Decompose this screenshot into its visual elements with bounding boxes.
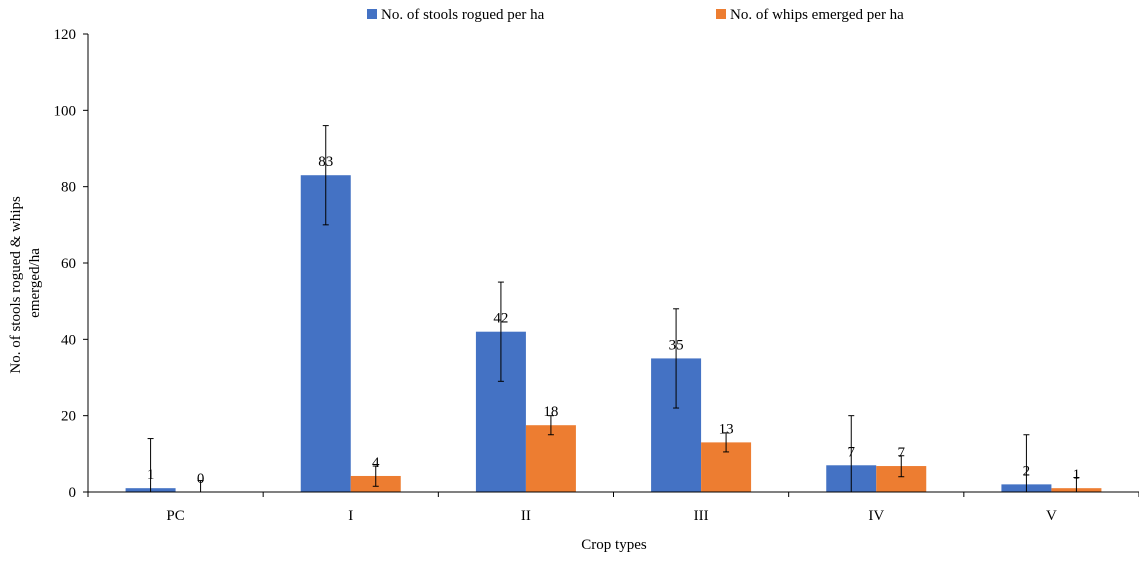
y-tick-label: 40 xyxy=(61,332,76,348)
legend-swatch-whips xyxy=(716,9,726,19)
data-label: 42 xyxy=(493,311,508,327)
data-label: 83 xyxy=(318,154,333,170)
data-label: 0 xyxy=(197,471,205,487)
data-label: 13 xyxy=(719,421,734,437)
data-labels: 1 83 42 35 7 2 0 4 18 13 7 1 xyxy=(147,154,1080,487)
x-tick-label: IV xyxy=(868,508,884,524)
x-tick-label: V xyxy=(1046,508,1057,524)
axes xyxy=(87,34,1139,493)
data-label: 2 xyxy=(1023,463,1031,479)
data-label: 1 xyxy=(147,467,155,483)
data-label: 4 xyxy=(372,455,380,471)
bar xyxy=(300,175,351,492)
y-axis-ticks: 0 20 40 60 80 100 120 xyxy=(54,27,88,501)
legend-label-stools: No. of stools rogued per ha xyxy=(381,7,545,23)
y-tick-label: 20 xyxy=(61,409,76,425)
y-tick-label: 120 xyxy=(54,27,77,43)
bars xyxy=(125,175,1102,492)
legend-label-whips: No. of whips emerged per ha xyxy=(730,7,904,23)
y-axis-title-line-2: emerged/ha xyxy=(27,248,43,318)
data-label: 7 xyxy=(898,445,906,461)
y-tick-label: 80 xyxy=(61,180,76,196)
data-label: 18 xyxy=(543,404,558,420)
y-axis-title: No. of stools rogued & whips emerged/ha xyxy=(8,192,43,373)
data-label: 35 xyxy=(669,337,684,353)
y-tick-label: 0 xyxy=(69,485,77,501)
error-bars xyxy=(147,125,1080,492)
x-tick-label: II xyxy=(521,508,531,524)
x-axis-title: Crop types xyxy=(581,537,647,553)
data-label: 1 xyxy=(1073,467,1081,483)
x-tick-label: III xyxy=(694,508,709,524)
y-axis-title-line-1: No. of stools rogued & whips xyxy=(8,196,24,374)
legend: No. of stools rogued per ha No. of whips… xyxy=(367,7,904,23)
x-tick-label: I xyxy=(348,508,353,524)
bar xyxy=(525,425,576,492)
x-axis-ticks: PC I II III IV V xyxy=(87,492,1139,524)
y-tick-label: 60 xyxy=(61,256,76,272)
legend-swatch-stools xyxy=(367,9,377,19)
y-tick-label: 100 xyxy=(54,103,77,119)
x-tick-label: PC xyxy=(166,508,184,524)
data-label: 7 xyxy=(848,444,856,460)
